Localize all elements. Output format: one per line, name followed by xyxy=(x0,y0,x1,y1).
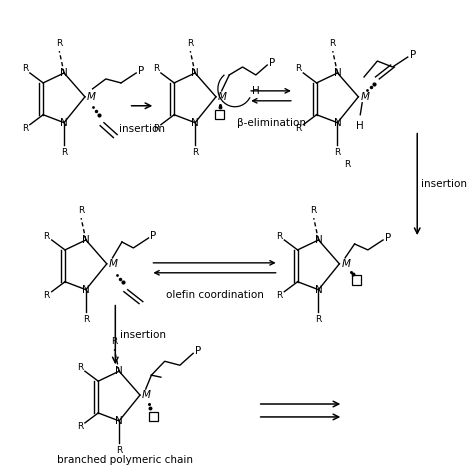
Text: M: M xyxy=(218,92,227,102)
Text: R: R xyxy=(276,231,283,240)
Text: branched polymeric chain: branched polymeric chain xyxy=(57,455,193,465)
Text: R: R xyxy=(78,206,84,215)
Text: H: H xyxy=(252,86,260,96)
Bar xyxy=(216,110,224,119)
Text: R: R xyxy=(153,124,159,133)
Text: P: P xyxy=(385,233,391,243)
Text: R: R xyxy=(83,315,89,324)
Text: P: P xyxy=(195,346,201,356)
Bar xyxy=(149,412,157,421)
Text: M: M xyxy=(87,92,96,102)
Text: N: N xyxy=(82,285,90,295)
Text: N: N xyxy=(191,118,199,128)
Text: H: H xyxy=(356,121,364,131)
Text: R: R xyxy=(77,363,83,372)
Text: N: N xyxy=(315,235,322,245)
Text: N: N xyxy=(82,235,90,245)
Text: R: R xyxy=(111,337,118,346)
Text: R: R xyxy=(153,64,159,73)
Text: N: N xyxy=(115,416,123,426)
Text: R: R xyxy=(295,64,301,73)
Text: R: R xyxy=(192,148,198,157)
Text: β-elimination: β-elimination xyxy=(237,118,306,128)
Text: P: P xyxy=(269,58,275,68)
Text: R: R xyxy=(44,231,50,240)
Text: insertion: insertion xyxy=(119,124,165,134)
Text: N: N xyxy=(191,68,199,78)
Text: N: N xyxy=(334,118,341,128)
Text: R: R xyxy=(295,124,301,133)
Text: R: R xyxy=(187,39,193,48)
Text: insertion: insertion xyxy=(421,179,467,189)
Text: insertion: insertion xyxy=(120,330,166,340)
Text: R: R xyxy=(116,446,122,455)
Text: P: P xyxy=(150,231,157,241)
Text: N: N xyxy=(334,68,341,78)
Text: M: M xyxy=(341,259,350,269)
Text: M: M xyxy=(360,92,369,102)
Text: R: R xyxy=(44,291,50,300)
Text: N: N xyxy=(60,68,68,78)
Text: R: R xyxy=(310,206,317,215)
Text: R: R xyxy=(22,64,28,73)
Text: R: R xyxy=(77,422,83,431)
Text: R: R xyxy=(344,161,350,169)
Text: M: M xyxy=(109,259,118,269)
Text: R: R xyxy=(276,291,283,300)
Bar xyxy=(352,275,361,285)
Text: R: R xyxy=(56,39,63,48)
Text: N: N xyxy=(115,366,123,376)
Text: P: P xyxy=(410,50,416,60)
Text: N: N xyxy=(315,285,322,295)
Text: olefin coordination: olefin coordination xyxy=(165,290,264,300)
Text: R: R xyxy=(315,315,322,324)
Text: N: N xyxy=(60,118,68,128)
Text: R: R xyxy=(61,148,67,157)
Text: R: R xyxy=(329,39,336,48)
Text: R: R xyxy=(334,148,341,157)
Text: M: M xyxy=(142,390,151,400)
Text: P: P xyxy=(138,66,145,76)
Text: R: R xyxy=(22,124,28,133)
